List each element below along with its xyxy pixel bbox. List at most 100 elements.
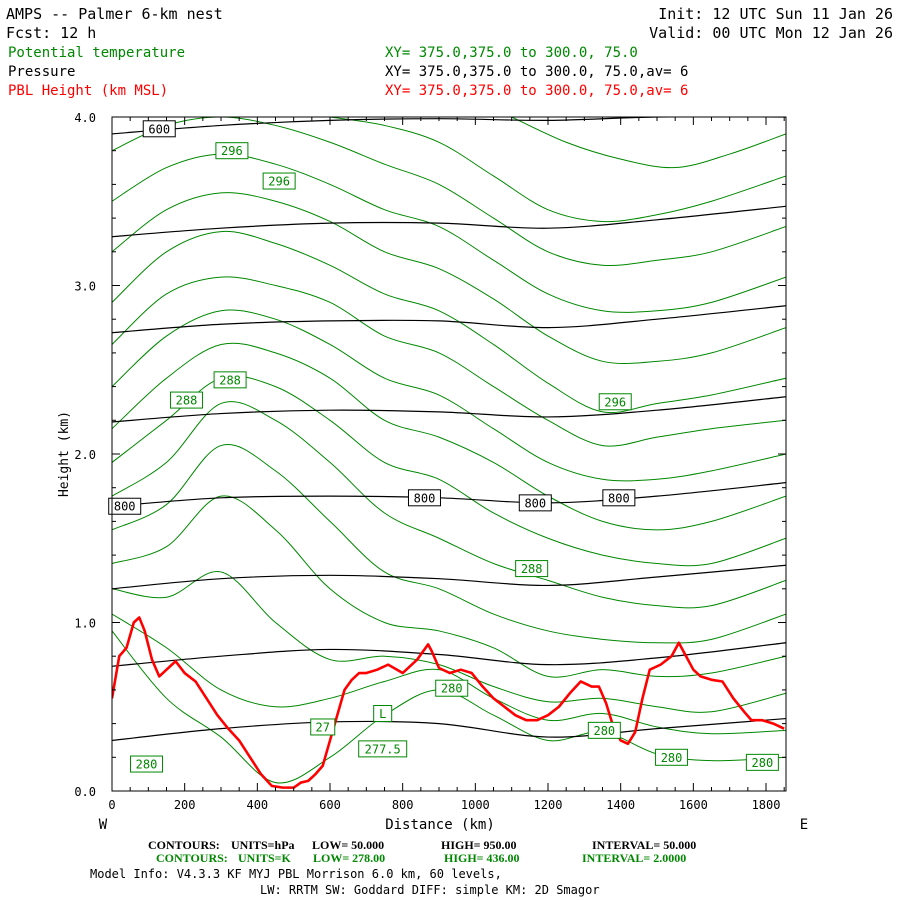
pressure-contour-label: 800	[608, 491, 630, 505]
theta-contour-9	[112, 309, 786, 482]
x-axis-label: Distance (km)	[385, 817, 495, 833]
pressure-contour-650-hpa	[112, 205, 786, 238]
theta-contour-6	[112, 401, 786, 609]
contour-label-box	[373, 704, 393, 722]
contour-label-box	[213, 371, 247, 389]
theta-contour-label: 280	[441, 682, 463, 696]
theta-contour-label: L	[379, 707, 386, 721]
theta-contour-label: 288	[521, 562, 543, 576]
contour-label-box	[169, 391, 203, 409]
pressure-contour-800-hpa	[112, 482, 786, 507]
theta-contour-label: 280	[136, 758, 158, 772]
theta-contour-8	[112, 342, 786, 531]
east-label: E	[800, 817, 808, 833]
footer-theta-label: CONTOURS:	[156, 851, 228, 865]
pressure-contour-label: 600	[148, 122, 170, 136]
y-tick-label: 2.0	[74, 448, 96, 462]
contour-label-box	[407, 489, 441, 507]
footer-pressure-label: CONTOURS:	[148, 838, 220, 852]
theta-contour-14	[112, 117, 786, 267]
contour-label-layer: 600 800 800 800 800 296 296 296 288 288 288 280 280 2…	[108, 120, 779, 773]
pressure-contour-layer	[112, 117, 786, 742]
x-tick-label: 1600	[679, 798, 708, 812]
contour-label-box	[655, 748, 689, 766]
footer-pressure-interval: INTERVAL= 50.000	[592, 838, 696, 852]
theta-contour-label: 296	[268, 175, 290, 189]
y-tick-label: 3.0	[74, 280, 96, 294]
theta-contour-label: 280	[593, 724, 615, 738]
footer-theta-high: HIGH= 436.00	[444, 851, 520, 865]
field-name-theta: Potential temperature	[8, 45, 185, 61]
field-xy-pbl: XY= 375.0,375.0 to 300.0, 75.0,av= 6	[385, 83, 688, 99]
theta-contour-12	[112, 192, 786, 365]
contour-label-box	[130, 755, 164, 773]
contour-label-box	[587, 721, 621, 739]
contour-label-box	[515, 560, 549, 578]
contour-label-box	[215, 142, 249, 160]
pressure-contour-label: 800	[414, 491, 436, 505]
x-tick-label: 200	[174, 798, 196, 812]
pressure-contour-850-hpa	[112, 564, 786, 590]
theta-contour-10	[112, 276, 786, 447]
y-axis-label: Height (km)	[57, 411, 72, 497]
pressure-contour-label: 800	[524, 496, 546, 510]
pressure-contour-700-hpa	[112, 305, 786, 334]
theta-contour-label: 288	[176, 394, 198, 408]
footer-theta-low: LOW= 278.00	[313, 851, 385, 865]
x-tick-label: 600	[319, 798, 341, 812]
y-tick-label: 0.0	[74, 785, 96, 799]
pbl-layer	[112, 616, 785, 789]
field-xy-pressure: XY= 375.0,375.0 to 300.0, 75.0,av= 6	[385, 64, 688, 80]
x-tick-label: 1000	[461, 798, 490, 812]
theta-contour-4	[112, 495, 786, 678]
footer-pressure-low: LOW= 50.000	[312, 838, 384, 852]
contour-label-box	[518, 494, 552, 512]
theta-contour-5	[112, 444, 786, 644]
contour-label-box	[358, 740, 408, 758]
theta-contour-2	[112, 613, 786, 735]
theta-contour-label: 280	[752, 756, 774, 770]
west-label: W	[99, 817, 108, 833]
axis-ticks: 0 200 400 600 800 1000 1200 1400 1600 1800 0.0 1.0 2…	[74, 111, 786, 812]
field-name-pbl: PBL Height (km MSL)	[8, 83, 168, 99]
footer-theta-interval: INTERVAL= 2.0000	[582, 851, 686, 865]
contour-label-box	[598, 393, 632, 411]
contour-label-box	[310, 718, 336, 736]
model-title: AMPS -- Palmer 6-km nest	[6, 5, 223, 23]
footer-pressure-units: UNITS=hPa	[231, 838, 295, 852]
theta-contour-16	[511, 117, 786, 169]
y-tick-label: 1.0	[74, 617, 96, 631]
footer-theta-units: UNITS=K	[238, 851, 292, 865]
theta-contour-label: 288	[219, 373, 241, 387]
valid-time: Valid: 00 UTC Mon 12 Jan 26	[649, 24, 893, 42]
init-time: Init: 12 UTC Sun 11 Jan 26	[658, 5, 893, 23]
pressure-contour-900-hpa	[112, 642, 786, 667]
pressure-contour-750-hpa	[112, 396, 786, 423]
contour-label-box	[108, 497, 142, 515]
contour-label-box	[602, 489, 636, 507]
x-tick-label: 0	[108, 798, 115, 812]
footer-model-info-2: LW: RRTM SW: Goddard DIFF: simple KM: 2D…	[260, 883, 600, 897]
x-tick-label: 1800	[752, 798, 781, 812]
footer-model-info: Model Info: V4.3.3 KF MYJ PBL Morrison 6…	[90, 867, 502, 881]
footer-pressure-high: HIGH= 950.00	[441, 838, 517, 852]
forecast-hour: Fcst: 12 h	[6, 24, 96, 42]
theta-contour-layer	[112, 117, 786, 784]
theta-contour-label: 296	[604, 395, 626, 409]
theta-contour-label: 277.5	[365, 742, 401, 756]
pressure-contour-950-hpa	[112, 717, 786, 742]
field-name-pressure: Pressure	[8, 64, 75, 80]
y-tick-label: 4.0	[74, 111, 96, 125]
theta-contour-label: 27	[316, 720, 330, 734]
theta-contour-label: 296	[221, 144, 243, 158]
pbl-height-line	[112, 616, 785, 789]
contour-label-box	[142, 120, 176, 138]
theta-contour-13	[112, 153, 786, 313]
theta-contour-7	[112, 375, 786, 567]
contour-label-box	[262, 172, 296, 190]
theta-contour-11	[112, 230, 786, 414]
x-tick-label: 1200	[534, 798, 563, 812]
field-xy-theta: XY= 375.0,375.0 to 300.0, 75.0	[385, 45, 638, 61]
contour-label-box	[435, 679, 469, 697]
